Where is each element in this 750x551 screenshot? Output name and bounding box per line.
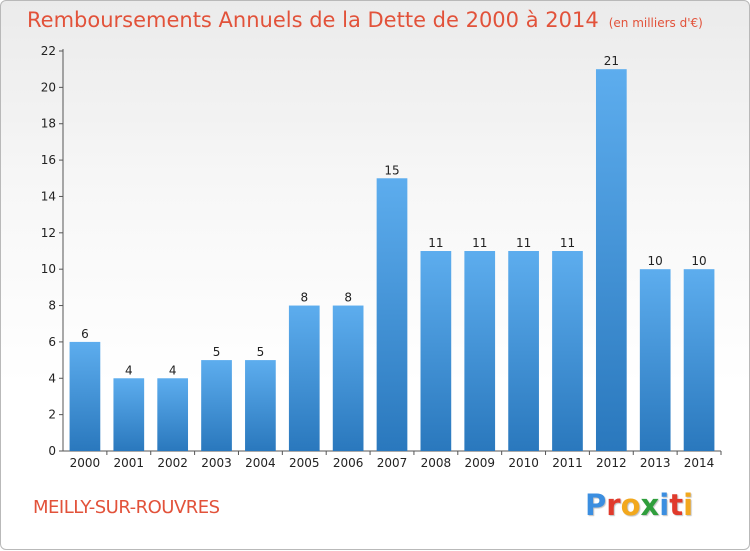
x-axis: 2000 2001 2002 2003 2004 2005 2006 2007 2008 2009…	[63, 450, 722, 470]
x-tick-label: 2012	[596, 456, 627, 470]
bars	[69, 69, 715, 452]
x-tick-label: 2009	[464, 456, 495, 470]
proxiti-logo[interactable]: Proxiti	[585, 488, 693, 522]
x-tick-label: 2014	[684, 456, 715, 470]
y-tick-label: 20	[41, 80, 56, 94]
bar-value-label: 15	[384, 163, 399, 177]
logo-letter: P	[585, 488, 607, 522]
bar-value-label: 11	[428, 236, 443, 250]
x-tick-label: 2008	[421, 456, 452, 470]
y-tick-label: 4	[48, 371, 56, 385]
bar-2010	[508, 251, 539, 451]
y-tick-label: 16	[41, 153, 56, 167]
commune-name: MEILLY-SUR-ROUVRES	[33, 497, 220, 518]
bar-value-label: 11	[516, 236, 531, 250]
x-tick-label: 2002	[157, 456, 188, 470]
bar-value-label: 6	[81, 327, 89, 341]
y-tick-label: 22	[41, 44, 56, 58]
bar-2013	[639, 269, 671, 451]
bar-value-label: 4	[125, 363, 133, 377]
chart-title: Remboursements Annuels de la Dette de 20…	[27, 8, 703, 32]
logo-letter: o	[620, 488, 641, 522]
x-tick-label: 2010	[508, 456, 539, 470]
bar-value-label: 5	[257, 345, 265, 359]
bar-2008	[420, 251, 452, 451]
logo-letter: t	[669, 488, 684, 522]
chart-title-main: Remboursements Annuels de la Dette de 20…	[27, 8, 599, 32]
logo-letter: i	[683, 488, 694, 522]
bar-2006	[332, 305, 364, 451]
bar-2012	[595, 69, 627, 451]
y-tick-label: 10	[41, 262, 56, 276]
bar-2000	[69, 341, 101, 451]
bar-2009	[464, 251, 496, 451]
bar-2011	[552, 251, 583, 451]
y-tick-label: 8	[48, 299, 56, 313]
bar-2004	[245, 360, 276, 451]
y-tick-label: 12	[41, 226, 56, 240]
x-tick-label: 2000	[70, 456, 101, 470]
x-tick-label: 2007	[377, 456, 408, 470]
x-tick-label: 2013	[640, 456, 671, 470]
bar-2001	[113, 378, 145, 451]
chart-unit-note: (en milliers d'€)	[608, 16, 703, 30]
bar-value-label: 8	[344, 291, 352, 305]
y-tick-label: 18	[41, 117, 56, 131]
bar-2007	[376, 178, 408, 452]
bar-2005	[288, 305, 320, 451]
x-tick-label: 2001	[114, 456, 145, 470]
bar-value-label: 10	[648, 254, 663, 268]
x-tick-label: 2005	[289, 456, 320, 470]
y-axis: 0 2 4 6 8 10 12 14 16 18 20 22	[41, 44, 64, 458]
data-labels: 6 4 4 5 5 8 8 15 11 11 11 11 21 10 10	[81, 54, 707, 377]
x-tick-label: 2011	[552, 456, 583, 470]
bar-2014	[683, 269, 715, 451]
y-tick-label: 0	[48, 444, 56, 458]
bar-value-label: 4	[169, 363, 177, 377]
bar-value-label: 8	[300, 291, 308, 305]
logo-letter: i	[659, 488, 670, 522]
logo-letter: x	[640, 488, 660, 522]
x-tick-label: 2004	[245, 456, 276, 470]
y-tick-label: 14	[41, 189, 56, 203]
bar-value-label: 11	[560, 236, 575, 250]
bar-value-label: 11	[472, 236, 487, 250]
bar-value-label: 21	[604, 54, 619, 68]
bar-2003	[201, 360, 232, 451]
y-tick-label: 2	[48, 408, 56, 422]
bar-value-label: 10	[691, 254, 706, 268]
logo-letter: r	[606, 488, 621, 522]
bar-value-label: 5	[213, 345, 221, 359]
x-tick-label: 2003	[201, 456, 232, 470]
bar-2002	[157, 378, 189, 451]
y-tick-label: 6	[48, 335, 56, 349]
x-tick-label: 2006	[333, 456, 364, 470]
